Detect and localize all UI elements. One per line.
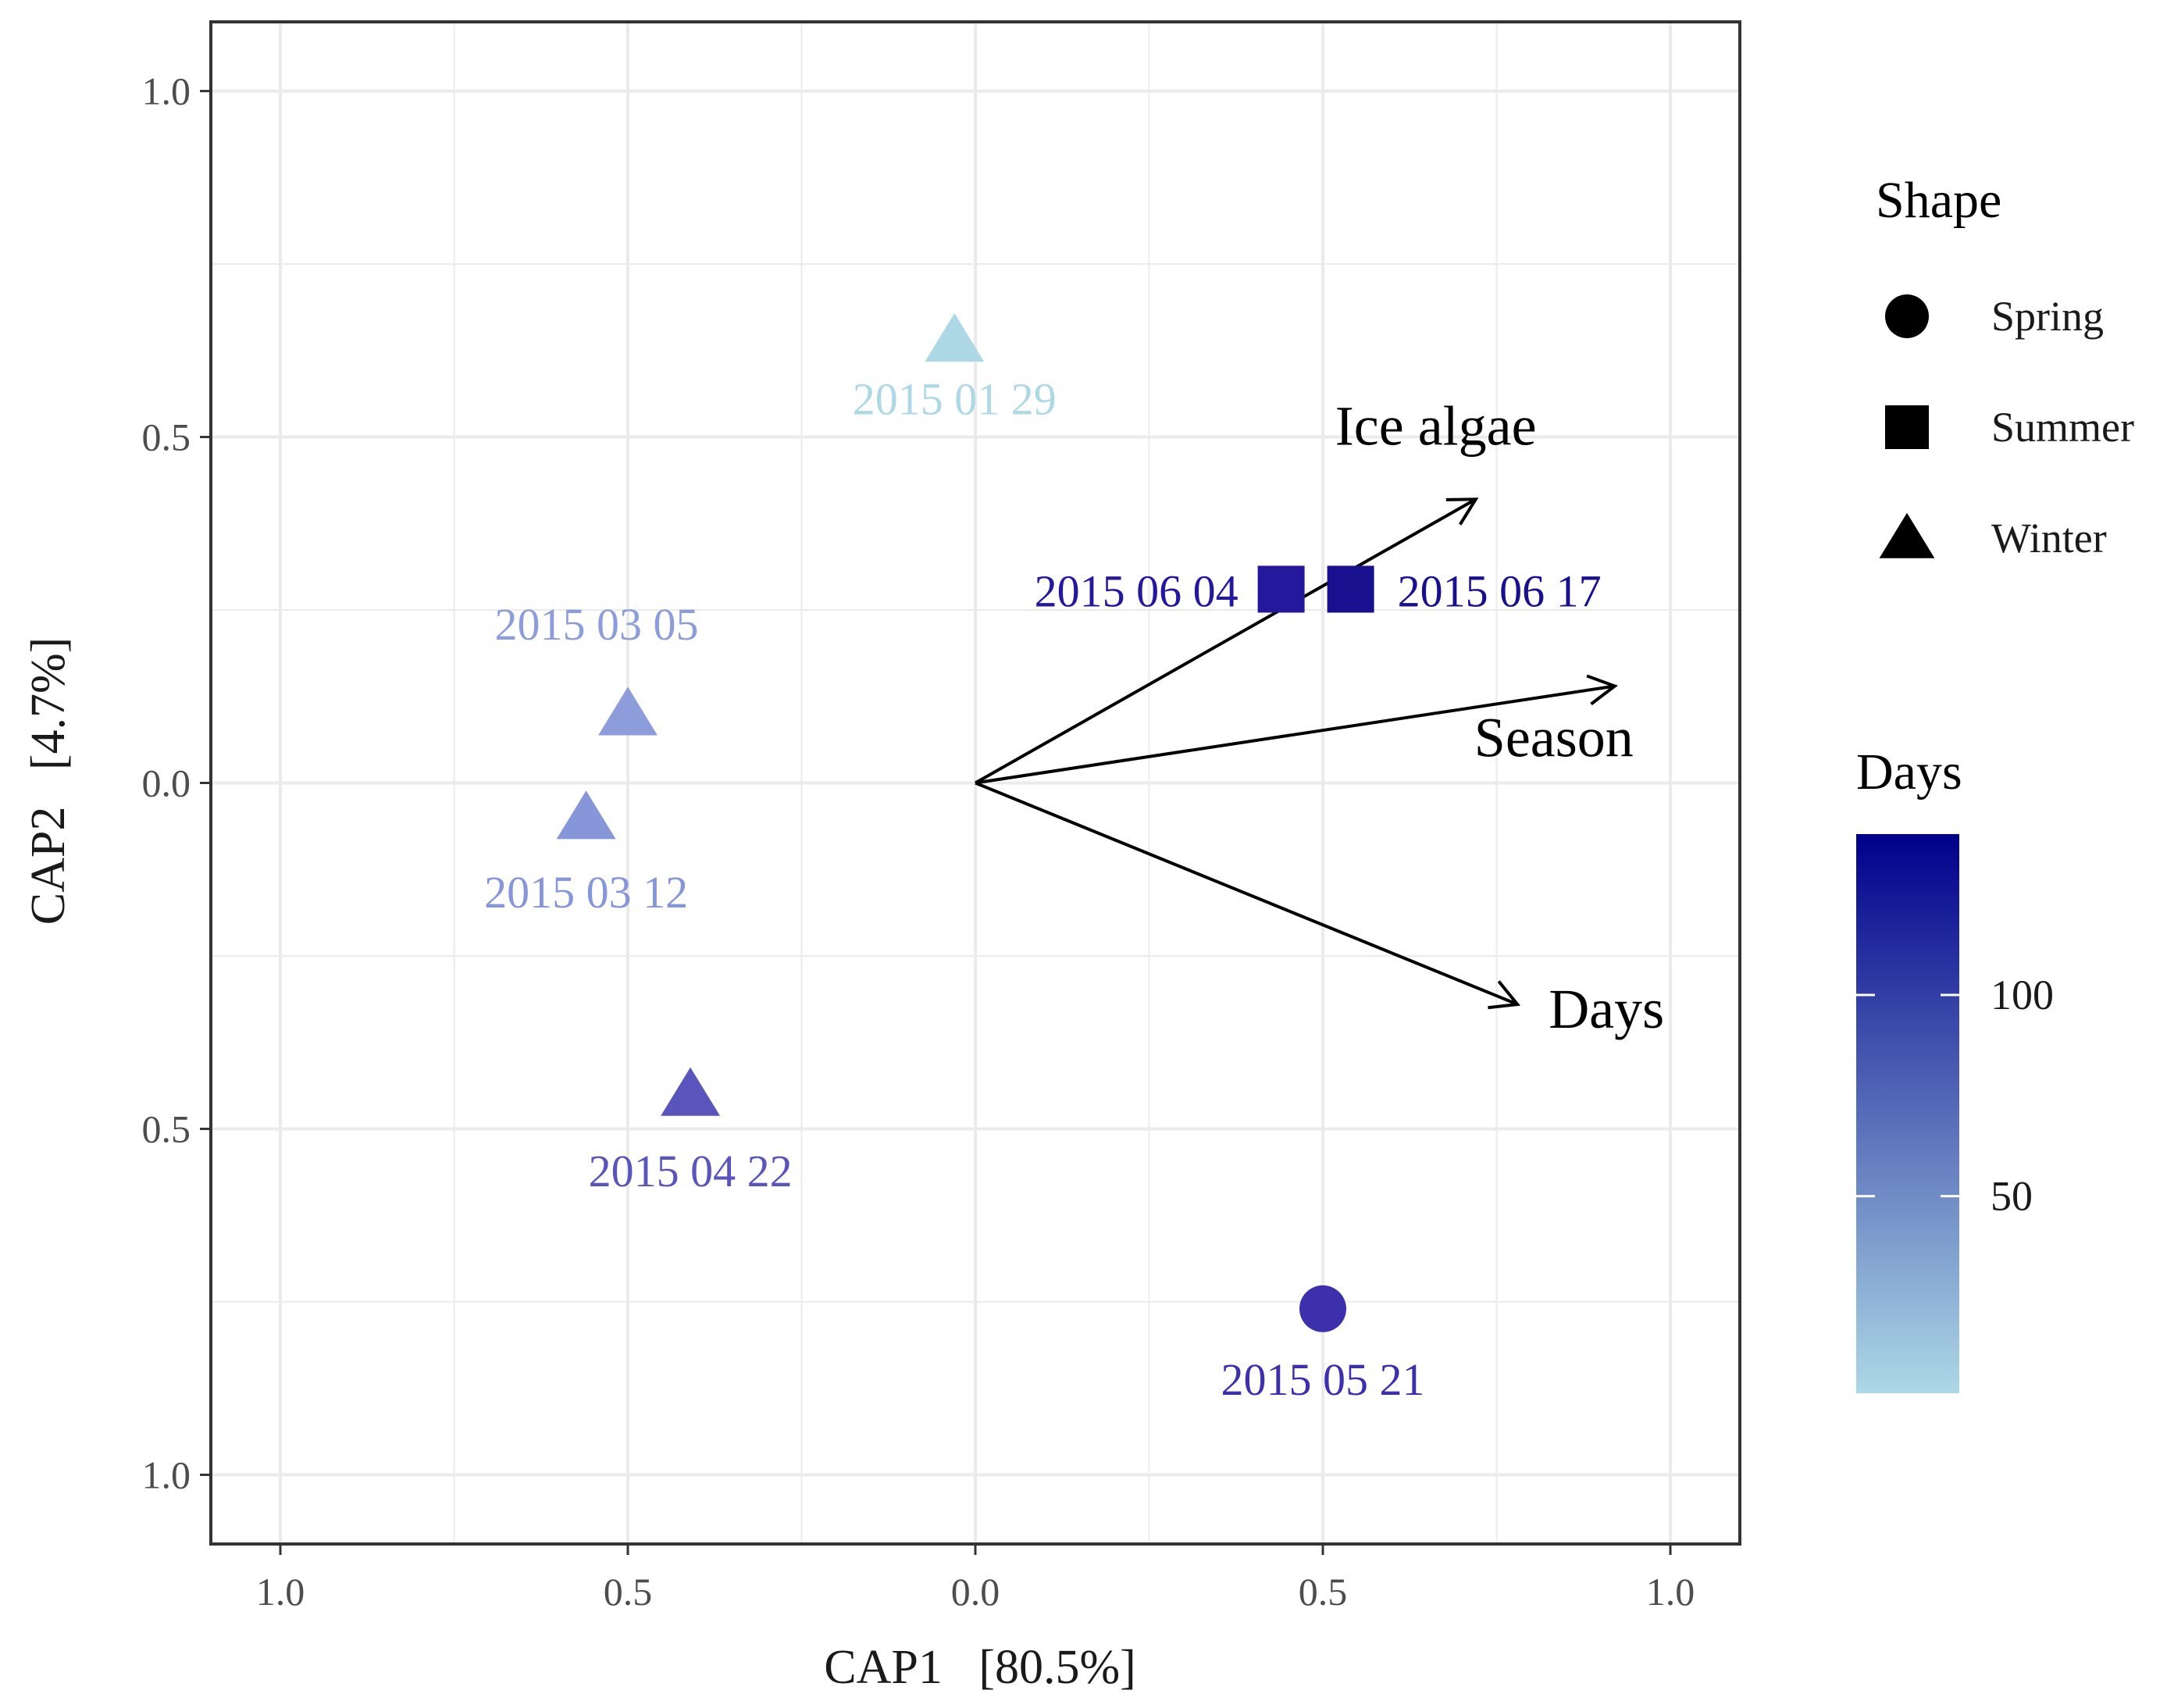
y-axis-title: CAP2 [4.7%] <box>22 637 75 925</box>
y-tick-label: 0.5 <box>142 1107 191 1150</box>
vector-label: Ice algae <box>1335 394 1537 457</box>
vector-arrow <box>975 684 1616 785</box>
vector-label: Season <box>1474 706 1634 768</box>
colorbar-tick-label: 50 <box>1991 1173 2033 1220</box>
y-tick-label: 1.0 <box>142 1453 191 1496</box>
legend-shape: Shape Spring Summer Winter <box>1876 172 2134 562</box>
point-label: 2015 06 04 <box>1035 565 1239 616</box>
axis-ticks: 1.0 0.5 0.0 0.5 1.0 1.0 0.5 0.0 0.5 1.0 <box>142 70 1695 1614</box>
vector-arrow <box>975 781 1518 1006</box>
point-label: 2015 03 05 <box>495 599 699 650</box>
legend-shape-label: Spring <box>1991 293 2104 340</box>
y-tick-label: 1.0 <box>142 70 191 113</box>
x-tick-label: 1.0 <box>1646 1570 1695 1614</box>
data-points: 2015 01 29 2015 03 05 2015 03 12 2015 04 22… <box>484 313 1602 1405</box>
biplot-vectors: Ice algae Season Days <box>975 394 1664 1040</box>
point-label: 2015 04 22 <box>589 1146 793 1196</box>
legend-shape-label: Summer <box>1991 404 2134 451</box>
legend-shape-key-circle-icon <box>1885 294 1929 338</box>
legend-shape-key-square-icon <box>1885 405 1929 449</box>
vector-arrowhead <box>1586 674 1618 706</box>
legend-shape-label: Winter <box>1991 515 2107 562</box>
vector-arrowhead <box>1445 497 1479 526</box>
legend-shape-key-triangle-icon <box>1879 512 1935 558</box>
x-tick-label: 1.0 <box>256 1570 305 1614</box>
data-point-spring <box>1299 1285 1346 1332</box>
vector-arrow <box>975 497 1477 785</box>
data-point-winter <box>925 313 985 362</box>
vector-label: Days <box>1549 978 1664 1040</box>
point-label: 2015 06 17 <box>1398 565 1602 616</box>
data-point-winter <box>661 1067 721 1116</box>
x-tick-label: 0.5 <box>1299 1570 1348 1614</box>
legend-days: Days 50 100 <box>1856 743 2054 1393</box>
y-tick-label: 0.0 <box>142 761 191 805</box>
data-point-summer <box>1257 565 1305 613</box>
x-axis-title: CAP1 [80.5%] <box>824 1641 1136 1694</box>
data-point-winter <box>598 686 658 736</box>
point-label: 2015 05 21 <box>1221 1354 1425 1405</box>
x-tick-label: 0.5 <box>604 1570 653 1614</box>
data-point-summer <box>1327 565 1374 613</box>
vector-arrowhead <box>1488 980 1521 1010</box>
legend-shape-title: Shape <box>1876 172 2001 229</box>
data-point-winter <box>556 790 616 840</box>
colorbar-tick-label: 100 <box>1991 972 2054 1018</box>
legend-days-title: Days <box>1856 743 1962 801</box>
point-label: 2015 03 12 <box>484 867 688 918</box>
y-tick-label: 0.5 <box>142 415 191 459</box>
point-label: 2015 01 29 <box>853 374 1057 425</box>
legend-days-colorbar <box>1856 834 1959 1393</box>
x-tick-label: 0.0 <box>951 1570 1000 1614</box>
